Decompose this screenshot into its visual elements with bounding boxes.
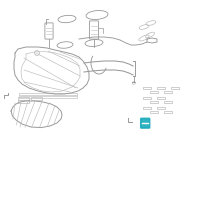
Bar <box>19 93 77 95</box>
Bar <box>157 107 165 109</box>
Bar <box>31 97 42 100</box>
Bar <box>143 87 151 89</box>
Bar <box>157 97 165 99</box>
Bar <box>157 87 165 89</box>
Bar <box>164 101 172 103</box>
Bar <box>19 96 77 98</box>
Bar <box>150 101 158 103</box>
Bar <box>164 111 172 113</box>
Bar <box>18 100 29 103</box>
Bar <box>150 111 158 113</box>
FancyBboxPatch shape <box>141 118 150 128</box>
Bar <box>171 87 179 89</box>
Bar <box>143 97 151 99</box>
Bar <box>18 97 29 100</box>
Bar <box>150 91 158 93</box>
Bar <box>143 107 151 109</box>
Bar <box>164 91 172 93</box>
